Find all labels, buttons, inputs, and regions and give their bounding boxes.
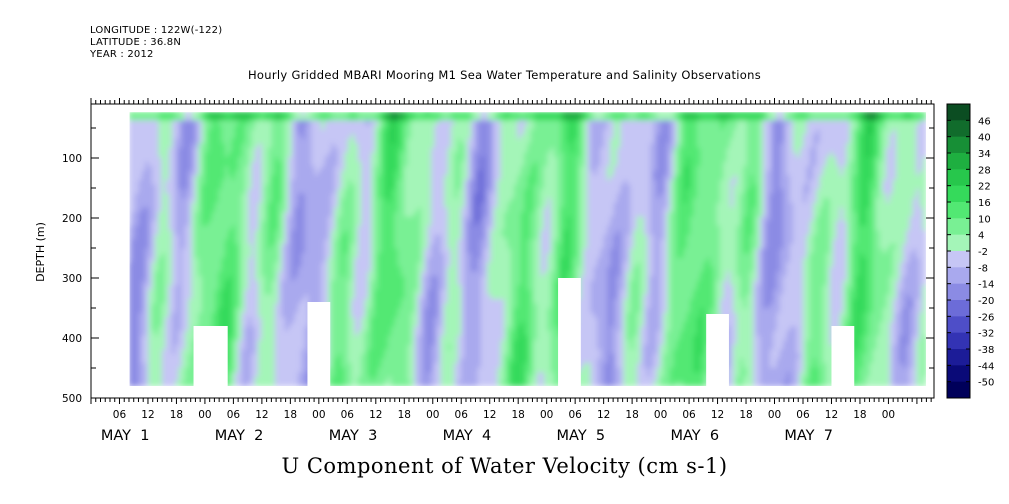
colorbar-label: -14 [978, 280, 994, 291]
colorbar-swatch [947, 104, 970, 121]
chart-title: Hourly Gridded MBARI Mooring M1 Sea Wate… [247, 68, 762, 82]
x-day-label: MAY 4 [443, 428, 492, 444]
x-hour-tick-label: 12 [711, 409, 724, 421]
x-hour-tick-label: 18 [739, 409, 752, 421]
colorbar-label: -32 [978, 329, 994, 340]
y-axis-label: DEPTH (m) [34, 222, 47, 282]
x-hour-tick-label: 12 [141, 409, 154, 421]
colorbar-label: -20 [978, 296, 994, 307]
colorbar-swatch [947, 169, 970, 187]
colorbar-swatch [947, 283, 970, 301]
latitude-label: LATITUDE : 36.8N [90, 37, 182, 48]
colorbar-swatch [947, 120, 970, 138]
x-hour-tick-label: 06 [568, 409, 582, 421]
colorbar-swatch [947, 349, 970, 366]
x-hour-tick-label: 00 [768, 409, 781, 421]
x-hour-tick-label: 18 [170, 409, 183, 421]
colorbar-label: -8 [978, 263, 988, 274]
colorbar-label: 4 [978, 231, 984, 242]
colorbar-label: -38 [978, 345, 994, 356]
colorbar-swatch [947, 300, 970, 317]
x-hour-tick-label: 00 [426, 409, 439, 421]
colorbar-swatch [947, 218, 970, 236]
colorbar-swatch [947, 202, 970, 219]
heatmap-field [128, 111, 927, 387]
colorbar-label: 34 [978, 149, 991, 160]
x-day-label: MAY 7 [784, 428, 833, 444]
y-tick-label: 300 [62, 273, 82, 285]
colorbar: 46 40 34 28 22 16 10 4 -2 -8 -14 -20 -26 -32 -38 -44 -50 [946, 103, 994, 399]
x-hour-tick-label: 06 [341, 409, 355, 421]
y-tick-label: 500 [62, 393, 82, 405]
colorbar-label: 40 [978, 133, 991, 144]
plot-frame [90, 103, 935, 399]
colorbar-label: -26 [978, 312, 994, 323]
x-day-label: MAY 5 [557, 428, 606, 444]
x-hour-tick-label: 18 [284, 409, 297, 421]
x-hour-tick-label: 12 [255, 409, 268, 421]
x-hour-tick-label: 06 [682, 409, 696, 421]
y-tick-label: 200 [62, 213, 82, 225]
x-day-label: MAY 6 [670, 428, 719, 444]
colorbar-swatch [947, 234, 970, 252]
x-day-label: MAY 2 [215, 428, 264, 444]
colorbar-label: 46 [978, 116, 991, 127]
x-hour-tick-label: 18 [398, 409, 411, 421]
x-hour-tick-label: 18 [853, 409, 866, 421]
year-label: YEAR : 2012 [90, 49, 154, 60]
x-hour-tick-label: 12 [597, 409, 610, 421]
x-hour-tick-label: 18 [512, 409, 525, 421]
missing-data-mask [92, 105, 933, 398]
colorbar-label: 16 [978, 198, 991, 209]
x-day-label: MAY 1 [101, 428, 150, 444]
colorbar-label: 10 [978, 214, 991, 225]
colorbar-swatch [947, 251, 970, 268]
x-hour-tick-label: 00 [882, 409, 895, 421]
x-hour-tick-label: 00 [540, 409, 553, 421]
colorbar-swatch [947, 153, 970, 170]
longitude-label: LONGITUDE : 122W(-122) [90, 25, 223, 36]
x-hour-tick-label: 06 [455, 409, 469, 421]
x-hour-tick-label: 12 [825, 409, 838, 421]
colorbar-swatch [947, 267, 970, 285]
x-hour-tick-label: 12 [483, 409, 496, 421]
x-hour-tick-label: 12 [369, 409, 382, 421]
y-tick-label: 100 [62, 153, 82, 165]
x-hour-tick-label: 00 [312, 409, 325, 421]
colorbar-label: -2 [978, 247, 988, 258]
colorbar-label: 22 [978, 182, 991, 193]
colorbar-label: 28 [978, 165, 991, 176]
x-hour-tick-label: 06 [113, 409, 127, 421]
x-hour-tick-label: 06 [227, 409, 241, 421]
colorbar-swatch [947, 316, 970, 334]
x-hour-tick-label: 00 [654, 409, 667, 421]
variable-title: U Component of Water Velocity (cm s-1) [281, 454, 728, 478]
colorbar-swatch [947, 185, 970, 203]
axes: 06 12 18 00 06 12 18 00 06 12 18 00 06 12 18 00 06 12 18 00… [34, 98, 934, 444]
colorbar-swatch [947, 136, 970, 154]
colorbar-swatch [947, 381, 970, 399]
y-tick-label: 400 [62, 333, 82, 345]
x-hour-tick-label: 00 [198, 409, 211, 421]
colorbar-label: -44 [978, 361, 994, 372]
x-hour-tick-label: 06 [796, 409, 810, 421]
x-hour-tick-label: 18 [625, 409, 638, 421]
colorbar-label: -50 [978, 378, 994, 389]
colorbar-swatch [947, 332, 970, 350]
colorbar-swatch [947, 365, 970, 383]
x-day-label: MAY 3 [329, 428, 378, 444]
